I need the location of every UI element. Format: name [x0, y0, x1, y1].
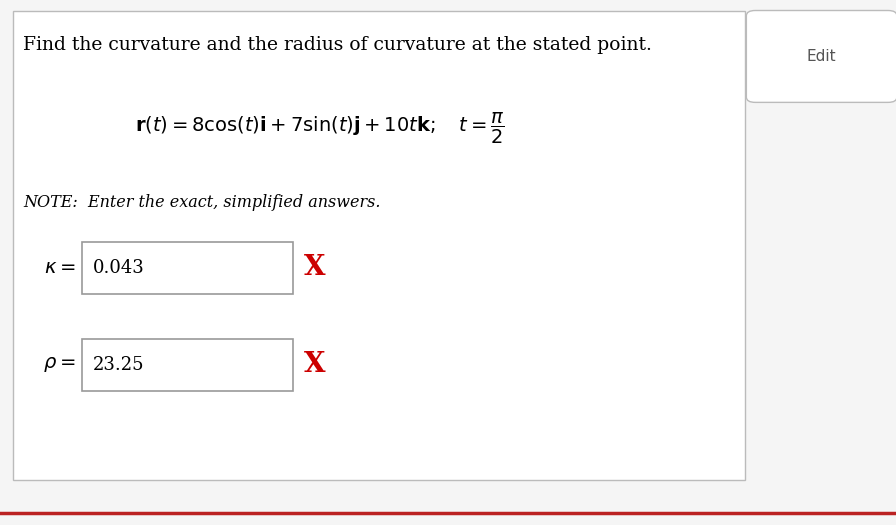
- Text: 23.25: 23.25: [93, 356, 144, 374]
- FancyBboxPatch shape: [746, 10, 896, 102]
- FancyBboxPatch shape: [13, 10, 745, 480]
- FancyBboxPatch shape: [82, 242, 293, 294]
- Text: $\kappa =$: $\kappa =$: [44, 259, 75, 277]
- Text: 0.043: 0.043: [93, 259, 145, 277]
- Text: NOTE:  Enter the exact, simplified answers.: NOTE: Enter the exact, simplified answer…: [23, 194, 381, 211]
- Text: Edit: Edit: [806, 49, 837, 64]
- Text: Find the curvature and the radius of curvature at the stated point.: Find the curvature and the radius of cur…: [23, 36, 652, 54]
- Text: $\mathbf{r}(t) = 8\cos(t)\mathbf{i} + 7\sin(t)\mathbf{j} + 10t\mathbf{k}; \quad : $\mathbf{r}(t) = 8\cos(t)\mathbf{i} + 7\…: [135, 111, 504, 146]
- FancyBboxPatch shape: [82, 339, 293, 391]
- Text: X: X: [304, 254, 325, 281]
- Text: $\rho =$: $\rho =$: [43, 355, 75, 374]
- Text: X: X: [304, 351, 325, 379]
